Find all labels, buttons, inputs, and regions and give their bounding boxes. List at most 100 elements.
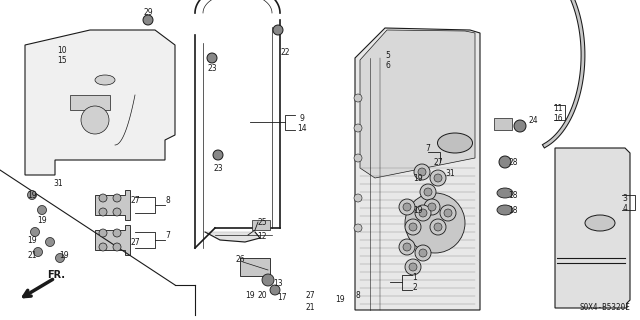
Circle shape [424,188,432,196]
Circle shape [45,237,54,246]
Text: 19: 19 [59,251,69,260]
Circle shape [419,249,427,257]
Circle shape [354,94,362,102]
Circle shape [113,194,121,202]
Ellipse shape [497,205,513,215]
Bar [494,118,512,130]
Text: 24: 24 [528,116,538,124]
Text: 19: 19 [27,236,37,244]
Circle shape [409,223,417,231]
Circle shape [514,120,526,132]
Circle shape [399,239,415,255]
Circle shape [56,253,65,262]
Circle shape [430,219,446,235]
Circle shape [419,209,427,217]
Text: 27: 27 [433,157,443,166]
Text: 9: 9 [300,114,305,123]
Bar [240,258,270,276]
Text: 23: 23 [213,164,223,172]
Bar [252,220,270,230]
Text: 15: 15 [57,55,67,65]
Circle shape [33,247,42,257]
Text: 31: 31 [53,179,63,188]
Circle shape [403,203,411,211]
Text: 19: 19 [27,190,37,199]
Circle shape [207,53,217,63]
Circle shape [81,106,109,134]
Circle shape [444,209,452,217]
Circle shape [213,150,223,160]
Text: 2: 2 [413,284,417,292]
Circle shape [399,199,415,215]
Text: 28: 28 [508,157,518,166]
Polygon shape [360,30,475,178]
Circle shape [99,229,107,237]
Text: 7: 7 [426,143,431,153]
Circle shape [354,124,362,132]
Text: 7: 7 [166,230,170,239]
Text: 21: 21 [305,302,315,311]
Text: 13: 13 [273,278,283,287]
Polygon shape [205,232,260,242]
Circle shape [409,263,417,271]
Text: 19: 19 [37,215,47,225]
Circle shape [354,224,362,232]
Circle shape [270,285,280,295]
Circle shape [430,170,446,186]
Circle shape [414,164,430,180]
Ellipse shape [95,75,115,85]
Circle shape [113,243,121,251]
Text: 6: 6 [385,60,390,69]
Text: 11: 11 [553,103,563,113]
Text: 14: 14 [297,124,307,132]
Text: 1: 1 [413,274,417,283]
Text: FR.: FR. [47,270,65,280]
Circle shape [143,15,153,25]
Circle shape [405,193,465,253]
Text: 12: 12 [257,231,267,241]
Circle shape [499,156,511,168]
Circle shape [99,208,107,216]
Text: 29: 29 [143,7,153,17]
Circle shape [424,199,440,215]
Polygon shape [95,190,130,220]
Circle shape [420,184,436,200]
Text: 10: 10 [57,45,67,54]
Polygon shape [25,30,175,175]
Circle shape [405,259,421,275]
Text: 17: 17 [277,292,287,301]
Circle shape [434,223,442,231]
Text: 19: 19 [335,295,345,305]
Text: 18: 18 [508,190,518,199]
Text: 25: 25 [257,218,267,227]
Circle shape [354,154,362,162]
Text: 19: 19 [413,173,423,182]
Text: 26: 26 [235,255,245,265]
Polygon shape [555,148,630,308]
Ellipse shape [438,133,472,153]
Text: 27: 27 [130,237,140,246]
Text: 22: 22 [280,47,290,57]
Circle shape [415,205,431,221]
Circle shape [434,174,442,182]
Text: 16: 16 [553,114,563,123]
Circle shape [354,194,362,202]
Text: 5: 5 [385,51,390,60]
Circle shape [262,274,274,286]
Text: 19: 19 [413,205,423,214]
Circle shape [440,205,456,221]
Text: 8: 8 [166,196,170,204]
Text: 20: 20 [257,292,267,300]
Text: 8: 8 [356,291,360,300]
Text: 19: 19 [245,291,255,300]
Circle shape [418,168,426,176]
Circle shape [403,243,411,251]
Text: 4: 4 [623,204,627,212]
Ellipse shape [497,188,513,198]
Circle shape [428,203,436,211]
Bar [70,95,110,110]
Circle shape [113,208,121,216]
Text: 27: 27 [305,291,315,300]
Circle shape [113,229,121,237]
Text: 31: 31 [445,169,455,178]
